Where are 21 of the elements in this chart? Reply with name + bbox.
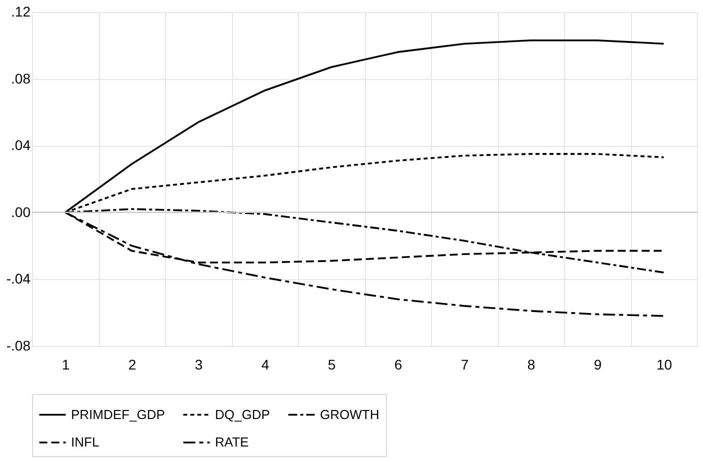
x-tick-label: 1 [62, 356, 70, 372]
y-tick-label: .04 [11, 137, 31, 154]
x-tick-label: 4 [261, 356, 270, 372]
legend-label: RATE [215, 434, 250, 450]
x-tick-label: 2 [128, 356, 136, 372]
x-tick-label: 9 [594, 356, 602, 372]
x-tick-label: 8 [527, 356, 536, 372]
x-tick-label: 7 [460, 356, 469, 372]
y-tick-label: .12 [11, 4, 31, 20]
legend-label: PRIMDEF_GDP [71, 406, 165, 422]
y-tick-label: .00 [11, 204, 31, 220]
y-tick-label: -.04 [6, 270, 31, 287]
legend-label: INFL [71, 434, 100, 450]
x-tick-label: 3 [194, 356, 203, 372]
x-tick-label: 5 [328, 356, 336, 372]
x-tick-label: 6 [394, 356, 402, 372]
y-tick-label: -.08 [6, 338, 31, 354]
legend-label: DQ_GDP [215, 406, 270, 422]
y-tick-label: .08 [11, 70, 31, 86]
legend-label: GROWTH [320, 406, 380, 422]
x-tick-label: 10 [656, 356, 672, 372]
